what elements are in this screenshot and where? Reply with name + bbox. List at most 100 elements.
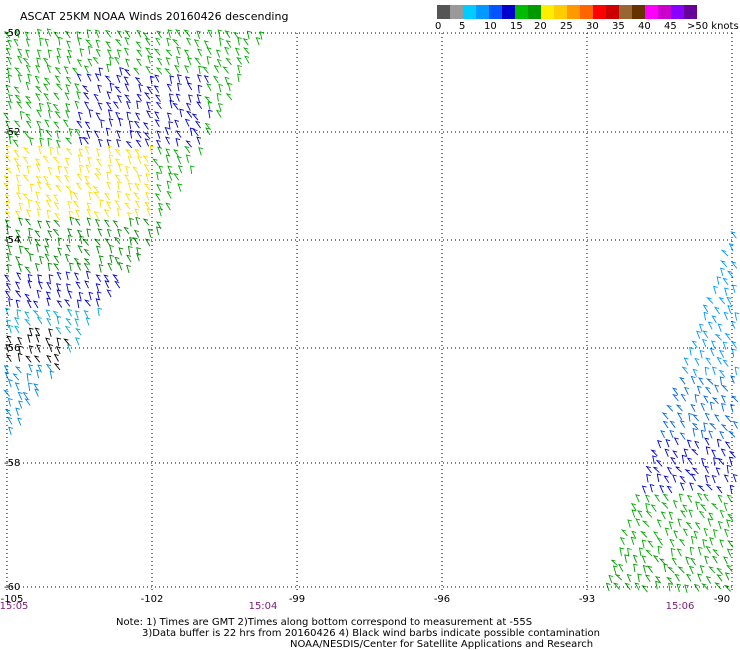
wind-barb xyxy=(5,154,11,163)
wind-barb xyxy=(56,130,61,139)
wind-barb xyxy=(56,283,61,292)
wind-barb xyxy=(718,297,726,305)
wind-barb xyxy=(15,174,21,183)
wind-barb xyxy=(13,38,19,47)
wind-barb xyxy=(48,343,54,353)
wind-barb xyxy=(690,448,699,456)
wind-barb xyxy=(641,520,650,528)
wind-barb xyxy=(185,37,191,46)
wind-barb xyxy=(105,127,111,137)
wind-barb xyxy=(37,281,43,290)
wind-barb xyxy=(176,156,182,165)
wind-barb xyxy=(54,110,61,119)
wind-barb xyxy=(711,397,719,405)
wind-barb xyxy=(691,467,699,475)
wind-barb xyxy=(96,291,102,300)
wind-barb xyxy=(202,66,209,74)
wind-barb xyxy=(185,140,192,148)
wind-barb xyxy=(26,373,32,382)
wind-barb xyxy=(123,226,130,235)
wind-barb xyxy=(689,346,694,356)
wind-barb xyxy=(690,375,696,385)
wind-barb xyxy=(692,368,698,377)
wind-barb xyxy=(207,29,213,38)
wind-barb xyxy=(680,393,687,402)
wind-barb xyxy=(6,335,12,344)
wind-barb xyxy=(227,82,233,92)
wind-barb xyxy=(681,454,687,464)
wind-barb xyxy=(185,154,191,163)
colorbar-swatch xyxy=(580,5,593,19)
wind-barb xyxy=(671,557,677,566)
wind-barb xyxy=(7,379,13,388)
wind-barb xyxy=(42,83,49,91)
wind-barb xyxy=(705,446,711,455)
wind-barb xyxy=(93,211,99,219)
wind-barb xyxy=(645,465,652,474)
wind-barb xyxy=(646,565,653,573)
wind-barb xyxy=(196,101,203,109)
wind-barb xyxy=(143,183,151,191)
wind-barb xyxy=(708,422,717,430)
wind-barb xyxy=(66,344,72,353)
wind-barb xyxy=(8,135,14,145)
wind-barb xyxy=(77,111,83,121)
wind-barb xyxy=(224,46,230,55)
wind-barb xyxy=(34,158,41,167)
wind-barb xyxy=(722,277,729,286)
wind-barb xyxy=(35,200,41,209)
wind-barb xyxy=(685,573,692,582)
wind-barb xyxy=(720,260,728,268)
wind-barb xyxy=(64,299,71,307)
wind-barb xyxy=(42,57,49,66)
wind-barb xyxy=(127,155,133,165)
wind-barb xyxy=(683,357,689,366)
wind-barb xyxy=(85,164,91,173)
wind-barb xyxy=(4,210,11,219)
wind-barb xyxy=(5,47,11,56)
wind-barb xyxy=(699,349,705,359)
wind-barb xyxy=(17,74,23,83)
wind-barb xyxy=(716,574,723,582)
wind-barb xyxy=(83,262,90,271)
wind-barb xyxy=(14,94,22,102)
wind-barb xyxy=(83,310,89,319)
colorbar-label: 15 xyxy=(510,21,523,32)
wind-barb xyxy=(46,101,52,111)
latitude-label: -60 xyxy=(4,582,20,593)
wind-barb xyxy=(84,175,90,184)
wind-barb xyxy=(650,449,658,457)
colorbar-label: 10 xyxy=(484,21,497,32)
wind-barb xyxy=(136,93,142,102)
wind-barb xyxy=(109,82,115,92)
wind-barb xyxy=(204,96,212,104)
wind-barb xyxy=(724,572,730,581)
wind-barb xyxy=(5,201,11,210)
wind-barb xyxy=(697,484,705,492)
wind-barb xyxy=(106,181,112,190)
wind-barb xyxy=(671,387,679,396)
wind-barb xyxy=(219,37,224,47)
wind-barb xyxy=(108,118,114,127)
wind-barb xyxy=(664,527,670,536)
wind-barb xyxy=(682,504,688,513)
wind-barb xyxy=(134,182,140,191)
wind-barb xyxy=(156,184,162,193)
latitude-label: -56 xyxy=(4,343,20,354)
wind-barb xyxy=(35,163,41,172)
wind-barb xyxy=(164,68,172,76)
wind-barb xyxy=(129,236,135,246)
wind-barb xyxy=(149,145,155,154)
wind-barb xyxy=(694,440,700,449)
wind-barb xyxy=(24,266,31,274)
colorbar-label: >50 knots xyxy=(687,21,739,32)
wind-barb xyxy=(143,163,150,172)
wind-barb xyxy=(6,225,12,235)
wind-barb xyxy=(78,154,83,163)
wind-barb xyxy=(731,348,737,358)
wind-barb xyxy=(655,459,663,467)
wind-barb xyxy=(4,409,12,417)
wind-barb xyxy=(703,311,709,321)
wind-barb xyxy=(208,109,213,119)
wind-barb xyxy=(39,128,44,138)
